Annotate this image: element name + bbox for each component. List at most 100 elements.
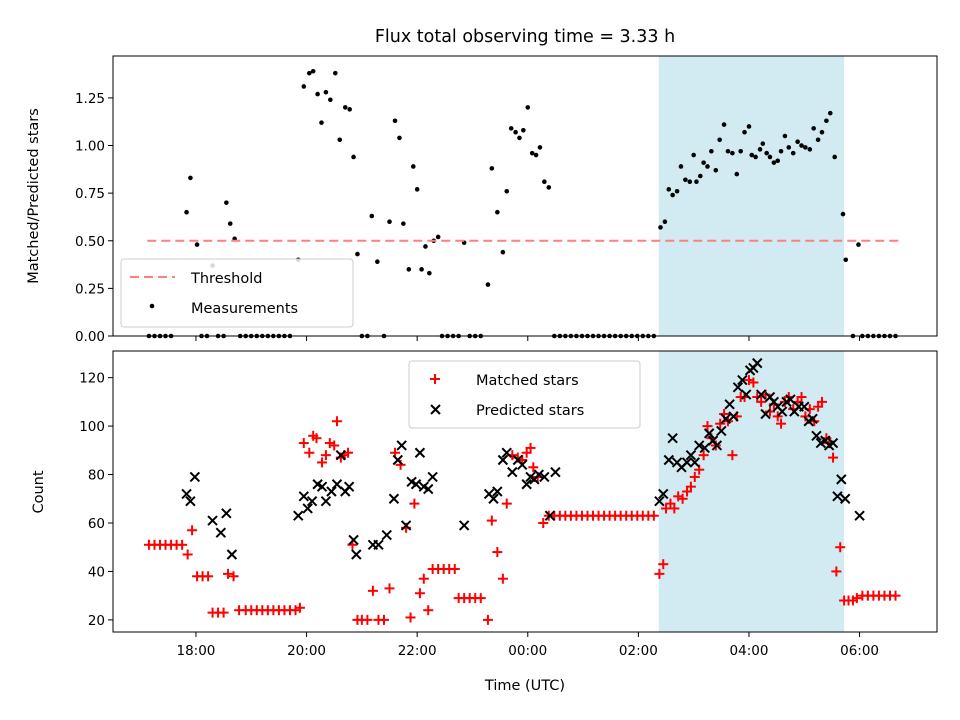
matched-star-point: [475, 593, 486, 604]
measurement-point: [725, 148, 731, 154]
matched-star-point: [835, 542, 846, 553]
measurement-point: [546, 185, 552, 190]
measurement-point: [819, 129, 825, 135]
top-legend: Threshold Measurements: [120, 258, 354, 328]
top-panel: 0.00 0.25 0.50 0.75 1.00 1.25 Matched/Predict…: [26, 55, 938, 345]
matched-star-point: [528, 462, 539, 473]
matched-star-point: [497, 573, 508, 584]
top-y-axis: 0.00 0.25 0.50 0.75 1.00 1.25: [75, 91, 113, 345]
measurement-point: [666, 187, 672, 192]
predicted-star-point: [752, 357, 763, 369]
top-y-axis-label: Matched/Predicted stars: [26, 108, 42, 284]
measurement-point: [782, 133, 788, 139]
measurement-point: [517, 135, 522, 141]
matched-star-point: [405, 612, 416, 623]
measurement-point: [328, 97, 333, 103]
predicted-star-point: [427, 471, 438, 483]
predicted-star-point: [667, 432, 678, 444]
measurement-point: [746, 124, 752, 129]
y-tick-label: 60: [88, 516, 105, 532]
predicted-star-point: [316, 481, 328, 492]
predicted-star-point: [226, 549, 238, 560]
measurement-point: [369, 213, 375, 219]
measurement-point: [658, 225, 663, 230]
top-x-ticks: [195, 336, 861, 341]
matched-star-point: [816, 396, 827, 407]
measurement-point: [342, 105, 348, 110]
predicted-star-point: [189, 471, 201, 483]
matched-star-point: [294, 602, 305, 613]
measurement-point: [683, 177, 688, 183]
measurement-point: [678, 164, 684, 169]
measurement-point: [529, 150, 535, 156]
matched-star-point: [218, 607, 229, 618]
predicted-star-point: [181, 488, 192, 500]
measurement-point: [713, 167, 719, 173]
matched-star-point: [756, 396, 767, 407]
top-observing-window: [658, 56, 845, 336]
predicted-star-point: [207, 515, 218, 526]
measurement-point: [705, 164, 710, 169]
predicted-star-point: [776, 406, 788, 417]
measurement-point: [840, 211, 846, 217]
measurement-point: [811, 126, 816, 131]
measurement-point: [803, 145, 808, 150]
measurement-point: [795, 139, 800, 145]
x-tick-label: 00:00: [508, 643, 547, 659]
predicted-star-point: [699, 442, 710, 454]
predicted-star-point: [539, 471, 550, 483]
measurement-point: [542, 179, 547, 185]
measurement-point: [188, 175, 193, 181]
predicted-star-point: [711, 440, 723, 451]
matched-star-point: [492, 547, 503, 558]
predicted-star-point: [335, 449, 347, 461]
predicted-star-point: [716, 425, 727, 437]
predicted-star-point: [760, 408, 771, 420]
predicted-star-point: [373, 539, 384, 551]
predicted-stars-points: [181, 357, 865, 560]
matched-star-point: [831, 566, 842, 577]
matched-star-point: [343, 447, 354, 458]
measurement-point: [375, 259, 380, 265]
bottom-legend-box: [408, 360, 641, 429]
measurement-point: [414, 187, 420, 192]
bottom-panel: 20 40 60 80 100 120 18:00 20:00 22:00 00:00 02:00…: [31, 350, 938, 694]
matched-star-point: [304, 447, 315, 458]
measurement-point: [423, 244, 428, 249]
matched-star-point: [367, 585, 378, 596]
predicted-star-point: [302, 503, 313, 514]
bottom-y-axis: 20 40 60 80 100 120: [79, 371, 113, 629]
measurement-point: [786, 145, 792, 150]
measurement-point: [767, 154, 773, 160]
predicted-star-point: [492, 486, 503, 497]
matched-star-point: [669, 503, 680, 514]
predicted-star-point: [331, 479, 343, 490]
y-tick-label: 80: [88, 468, 105, 484]
matched-star-point: [748, 377, 759, 388]
measurement-point: [410, 164, 416, 169]
legend-predicted-label: Predicted stars: [476, 403, 584, 419]
measurement-point: [757, 147, 763, 152]
measurement-point: [521, 127, 526, 133]
predicted-star-point: [827, 437, 839, 449]
y-tick-label: 0.50: [75, 234, 105, 250]
predicted-star-point: [799, 401, 810, 412]
y-tick-label: 0.75: [75, 186, 105, 202]
matched-star-point: [182, 549, 193, 560]
bottom-x-axis: 18:00 20:00 22:00 00:00 02:00 04:00 06:00: [176, 632, 879, 659]
matched-star-point: [482, 614, 493, 625]
measurement-point: [832, 154, 837, 160]
predicted-star-point: [693, 440, 705, 451]
legend-measurements-swatch: [149, 303, 155, 309]
measurement-point: [771, 160, 777, 165]
predicted-star-point: [839, 493, 851, 504]
predicted-star-point: [811, 430, 822, 441]
legend-threshold-label: Threshold: [190, 271, 262, 287]
measurement-point: [392, 118, 398, 124]
predicted-star-point: [737, 374, 748, 386]
measurement-point: [775, 158, 781, 164]
y-tick-label: 20: [88, 613, 105, 629]
predicted-star-point: [544, 510, 556, 521]
measurement-point: [351, 154, 356, 160]
predicted-star-point: [343, 481, 355, 492]
